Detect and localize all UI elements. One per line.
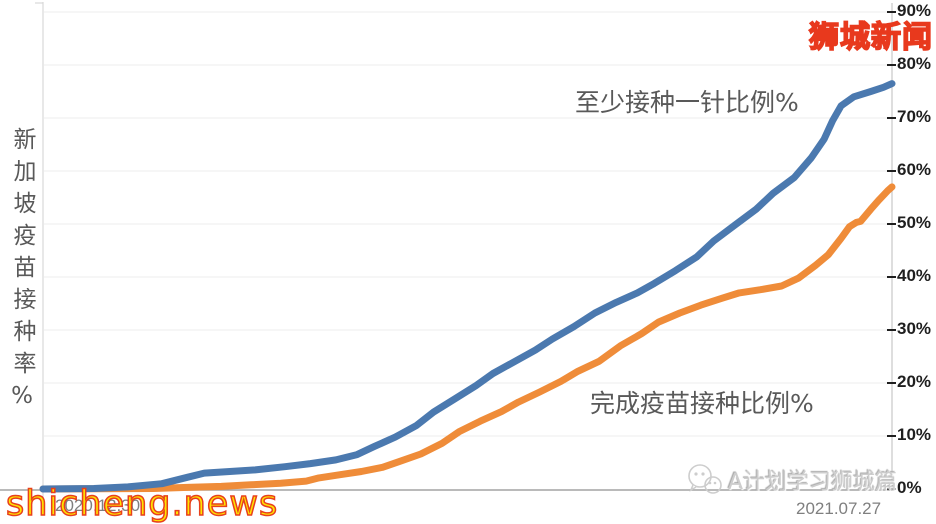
watermark-a-plan-label: A计划学习狮城篇 bbox=[728, 470, 898, 495]
series-label-fully-vaccinated: 完成疫苗接种比例% bbox=[590, 389, 814, 418]
series-line-fully-vaccinated bbox=[39, 183, 896, 493]
watermark-shicheng-news-url: shicheng.news bbox=[5, 483, 279, 524]
x-axis-start-date: 2020.12.30 bbox=[55, 496, 141, 515]
series-line-first-dose bbox=[39, 80, 896, 493]
series-label-first-dose: 至少接种一针比例% bbox=[575, 88, 799, 117]
x-axis-end-date: 2021.07.27 bbox=[796, 499, 882, 518]
watermark-shicheng-news-chinese: 狮城新闻 bbox=[808, 19, 933, 56]
wechat-chat-bubbles-icon bbox=[688, 464, 722, 494]
y-axis-title: 新加坡疫苗接种率% bbox=[9, 127, 35, 418]
watermark-a-plan: A计划学习狮城篇 bbox=[686, 461, 897, 499]
